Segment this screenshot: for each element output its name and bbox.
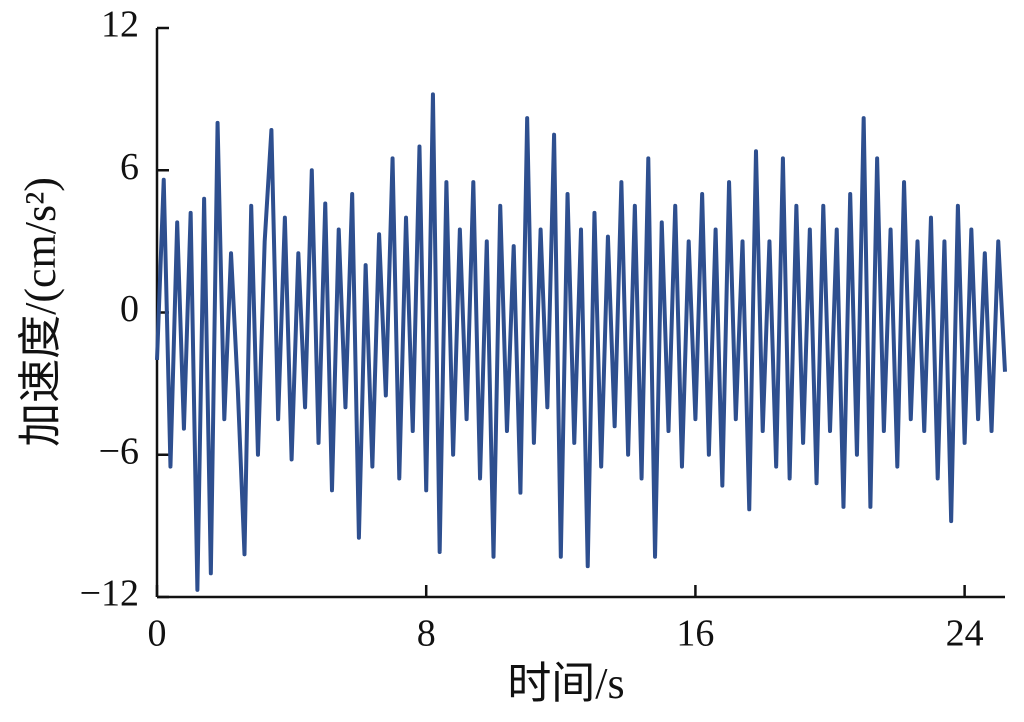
y-tick-label: −6 — [99, 430, 139, 472]
y-tick-label: 6 — [120, 146, 139, 188]
y-tick-label: −12 — [80, 573, 139, 615]
y-axis-label: 加速度/(cm/s²) — [16, 177, 65, 447]
x-tick-label: 24 — [946, 613, 984, 655]
data-line — [155, 92, 1007, 592]
y-tick-label: 12 — [101, 4, 139, 46]
x-axis-label: 时间/s — [507, 659, 624, 708]
x-tick-label: 0 — [148, 613, 167, 655]
x-tick-label: 16 — [676, 613, 714, 655]
y-tick-label: 0 — [120, 288, 139, 330]
x-tick-label: 8 — [417, 613, 436, 655]
